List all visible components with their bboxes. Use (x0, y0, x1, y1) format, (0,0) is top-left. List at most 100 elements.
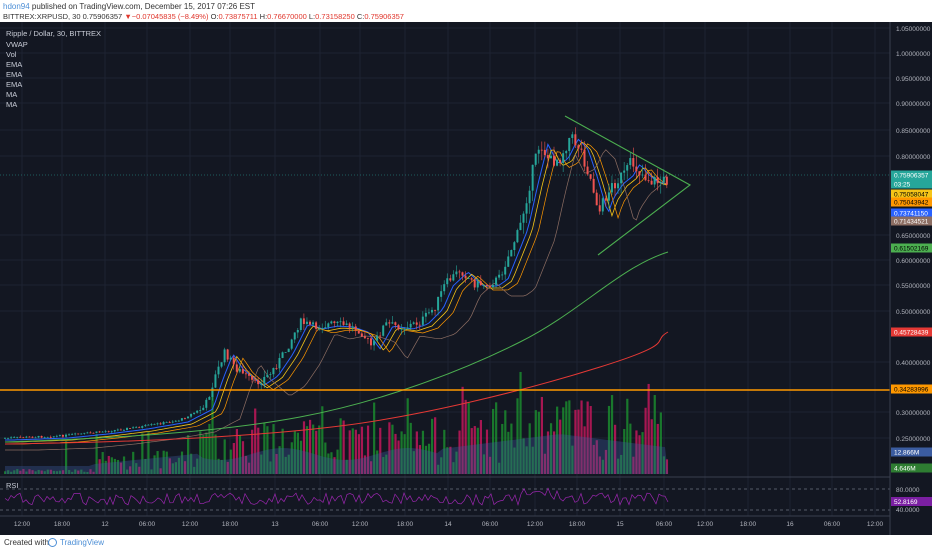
price-label-badge (891, 216, 932, 226)
tradingview-link[interactable]: TradingView (60, 538, 105, 547)
candle-body (19, 436, 22, 438)
rsi-tick-40: 40.0000 (896, 507, 920, 514)
volume-bar (629, 423, 632, 474)
indicator-ema-2[interactable]: EMA (6, 70, 22, 79)
time-tick-label: 18:00 (222, 521, 239, 528)
candle-body (238, 369, 241, 372)
candle-body (98, 431, 101, 433)
candle-body (302, 318, 305, 324)
candle-body (4, 437, 6, 439)
low-value: 0.73158250 (315, 12, 355, 21)
candle-body (168, 422, 171, 423)
candle-body (363, 336, 366, 339)
candle-body (409, 323, 412, 328)
price-label-badge (891, 327, 932, 337)
volume-bar (376, 450, 379, 474)
rsi-tick-80: 80.0000 (896, 487, 920, 494)
candle-body (339, 321, 342, 323)
indicator-vol[interactable]: Vol (6, 50, 17, 59)
volume-bar (98, 459, 101, 474)
candle-body (327, 323, 330, 328)
volume-bar (565, 401, 568, 474)
indicator-ma-2[interactable]: MA (6, 100, 17, 109)
chart-svg[interactable]: Ripple / Dollar, 30, BITTREX VWAP Vol EM… (0, 22, 932, 535)
candle-body (208, 396, 211, 400)
candle-body (199, 410, 202, 411)
high-value: 0.76670000 (267, 12, 307, 21)
volume-bar (595, 440, 598, 474)
candle-body (309, 321, 311, 325)
candle-body (77, 433, 80, 435)
volume-bar (55, 471, 59, 474)
volume-bar (205, 432, 208, 474)
candle-body (116, 429, 119, 431)
volume-bar (513, 447, 516, 474)
volume-bar (592, 444, 595, 474)
candle-body (385, 322, 388, 326)
volume-bar (254, 408, 257, 474)
candle-body (647, 180, 650, 182)
change-value: −0.07045835 (−8.49%) (131, 12, 209, 21)
candle-body (159, 423, 162, 425)
moving-averages (4, 138, 669, 451)
tradingview-logo-icon (48, 538, 57, 547)
volume-bar (31, 470, 34, 474)
indicator-ema-3[interactable]: EMA (6, 80, 22, 89)
candle-body (638, 171, 641, 176)
candle-body (373, 340, 376, 346)
volume-bar (662, 456, 665, 474)
candle-body (205, 399, 208, 408)
chart-area[interactable]: Ripple / Dollar, 30, BITTREX VWAP Vol EM… (0, 22, 932, 535)
volume-bar (498, 462, 501, 474)
volume-bar (71, 471, 74, 474)
volume-bar (556, 406, 559, 474)
candle-body (235, 364, 238, 372)
volume-bar (101, 452, 104, 474)
indicator-ema-1[interactable]: EMA (6, 60, 22, 69)
candle-body (266, 374, 269, 377)
candle-body (92, 432, 95, 434)
volume-bar (388, 422, 391, 474)
indicator-vwap[interactable]: VWAP (6, 40, 28, 49)
price-label-text: 0.71434521 (894, 219, 929, 226)
volume-bar (275, 453, 278, 474)
volume-bar (83, 471, 86, 474)
candle-body (574, 134, 577, 146)
candle-body (318, 328, 321, 330)
volume-bar (107, 455, 110, 474)
volume-bar (153, 455, 156, 474)
candle-body (193, 412, 196, 414)
time-tick-label: 15 (616, 521, 624, 528)
candle-body (464, 275, 467, 279)
low-label: L: (306, 12, 316, 21)
time-tick-label: 12:00 (14, 521, 31, 528)
volume-bar (360, 426, 364, 474)
chart-header: hdon94 published on TradingView.com, Dec… (0, 0, 932, 22)
candle-body (461, 272, 464, 276)
price-label-text: 0.45728439 (894, 330, 929, 337)
volume-bar (549, 423, 553, 474)
volume-bar (488, 456, 492, 474)
candle-body (431, 309, 433, 313)
indicator-ma-1[interactable]: MA (6, 90, 17, 99)
author-link[interactable]: hdon94 (3, 2, 30, 11)
candle-body (482, 284, 485, 286)
price-tick-label: 1.00000000 (896, 51, 931, 58)
candle-body (492, 284, 494, 288)
volume-bar (437, 464, 440, 474)
volume-bar (52, 470, 55, 474)
candle-body (662, 176, 665, 183)
volume-bar (269, 461, 272, 474)
candle-body (495, 277, 498, 285)
candle-body (275, 368, 278, 369)
volume-bar (568, 400, 571, 474)
candle-body (528, 190, 531, 204)
candle-body (623, 170, 626, 173)
candle-body (549, 155, 552, 159)
volume-bar (214, 434, 217, 474)
volume-bar (7, 470, 10, 474)
volume-bar (632, 456, 635, 474)
volume-bar (357, 434, 360, 474)
volume-bar (601, 459, 604, 474)
candle-body (211, 387, 214, 397)
